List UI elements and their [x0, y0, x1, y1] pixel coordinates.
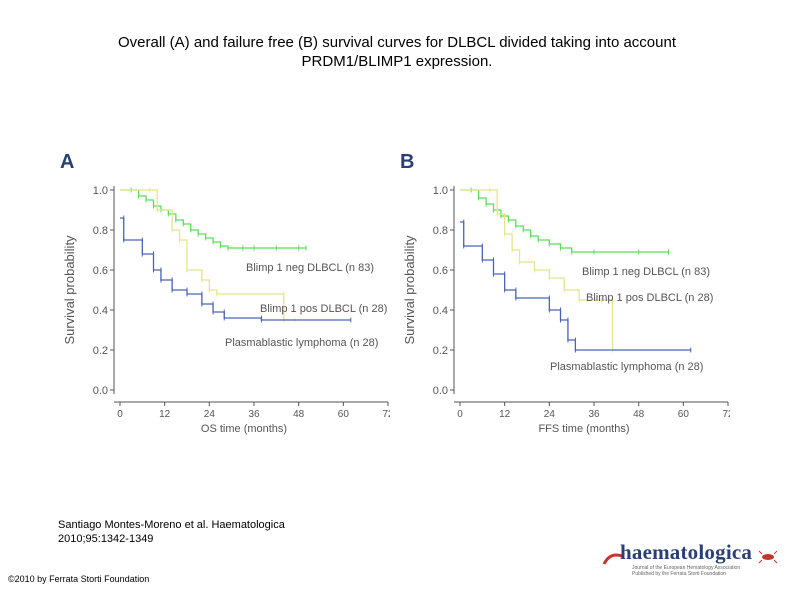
- series-annotation: Blimp 1 neg DLBCL (n 83): [582, 266, 710, 278]
- ffs-survival-chart: B 0.0 0.2 0.4 0.6 0.8 1.0 0 12 24 36 48 60 72 FFS time…: [400, 151, 730, 435]
- y-tick-label: 0.2: [433, 345, 448, 357]
- x-tick-label: 24: [544, 409, 556, 420]
- os-survival-chart: A 0.0 0.2 0.4 0.6 0.8 1.0 0 12 24 36 48 60 72 OS time …: [60, 151, 390, 435]
- x-tick-label: 72: [382, 409, 390, 420]
- slide-title: Overall (A) and failure free (B) surviva…: [40, 33, 754, 71]
- logo-tagline-1: Journal of the European Hematology Assoc…: [632, 565, 741, 571]
- swoosh-icon: [602, 553, 623, 565]
- y-tick-label: 0.0: [433, 385, 448, 397]
- copyright-notice: ©2010 by Ferrata Storti Foundation: [8, 574, 150, 584]
- series-annotation: Blimp 1 pos DLBCL (n 28): [260, 303, 387, 315]
- slide-title-line-1: Overall (A) and failure free (B) surviva…: [117, 34, 677, 51]
- y-tick-label: 0.6: [433, 265, 448, 277]
- x-tick-label: 36: [248, 409, 260, 420]
- x-tick-label: 0: [117, 409, 123, 420]
- insect-icon: [758, 550, 778, 564]
- x-tick-label: 0: [457, 409, 463, 420]
- series-annotation: Plasmablastic lymphoma (n 28): [550, 361, 703, 373]
- series-line: [120, 189, 295, 321]
- series-annotation: Plasmablastic lymphoma (n 28): [225, 337, 378, 349]
- y-axis-label: Survival probability: [402, 235, 417, 345]
- haematologica-logo: haematologica Journal of the European He…: [598, 540, 788, 580]
- x-tick-label: 60: [678, 409, 690, 420]
- series-line: [120, 217, 351, 321]
- logo-wordmark: haematologica: [620, 540, 753, 564]
- citation-line-1: Santiago Montes-Moreno et al. Haematolog…: [58, 519, 285, 531]
- series-annotation: Blimp 1 neg DLBCL (n 83): [246, 262, 374, 274]
- series-line: [460, 189, 614, 350]
- series-line: [120, 189, 307, 249]
- x-tick-label: 60: [338, 409, 350, 420]
- y-tick-label: 0.4: [93, 305, 108, 317]
- slide-title-line-2: PRDM1/BLIMP1 expression.: [301, 53, 493, 70]
- logo-tagline-2: Published by the Ferrata Storti Foundati…: [632, 571, 726, 577]
- y-tick-label: 0.2: [93, 345, 108, 357]
- series-annotation: Blimp 1 pos DLBCL (n 28): [586, 292, 713, 304]
- y-tick-label: 0.0: [93, 385, 108, 397]
- series-line: [460, 189, 669, 253]
- y-tick-label: 1.0: [93, 185, 108, 197]
- x-tick-label: 48: [633, 409, 645, 420]
- y-tick-label: 0.8: [433, 225, 448, 237]
- y-axis-label: Survival probability: [62, 235, 77, 345]
- panel-label: B: [400, 151, 414, 173]
- y-tick-label: 0.6: [93, 265, 108, 277]
- y-tick-label: 0.8: [93, 225, 108, 237]
- x-axis-label: OS time (months): [201, 423, 287, 435]
- x-tick-label: 24: [204, 409, 216, 420]
- citation: Santiago Montes-Moreno et al. Haematolog…: [58, 518, 285, 546]
- citation-line-2: 2010;95:1342-1349: [58, 533, 154, 545]
- logo-tagline: Journal of the European Hematology Assoc…: [632, 565, 772, 577]
- x-tick-label: 12: [159, 409, 171, 420]
- y-tick-label: 0.4: [433, 305, 448, 317]
- x-tick-label: 48: [293, 409, 305, 420]
- x-tick-label: 12: [499, 409, 511, 420]
- series-line: [460, 221, 691, 351]
- x-axis-label: FFS time (months): [538, 423, 629, 435]
- x-tick-label: 72: [722, 409, 730, 420]
- x-tick-label: 36: [588, 409, 600, 420]
- panel-label: A: [60, 151, 74, 173]
- y-tick-label: 1.0: [433, 185, 448, 197]
